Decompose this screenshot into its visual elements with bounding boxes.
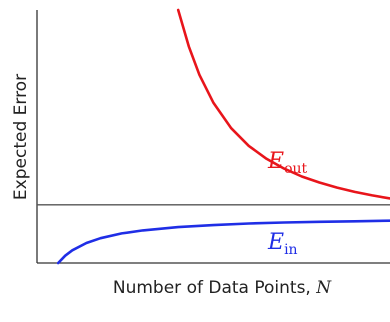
x-axis-label-variable: N [315,278,332,298]
ein-curve [56,219,390,265]
ein-label-sub: in [284,242,298,258]
ein-curve-label: Ein [267,230,298,258]
plot-area [36,8,390,265]
eout-label-main: E [267,149,284,174]
x-axis-label: Number of Data Points, N [113,278,332,298]
ein-label-main: E [267,230,284,255]
series-layer [56,8,390,265]
eout-curve-label: Eout [267,149,308,177]
eout-label-sub: out [284,161,307,177]
x-axis-label-text: Number of Data Points, [113,278,316,298]
y-axis-label: Expected Error [11,74,31,200]
eout-curve [176,8,390,200]
